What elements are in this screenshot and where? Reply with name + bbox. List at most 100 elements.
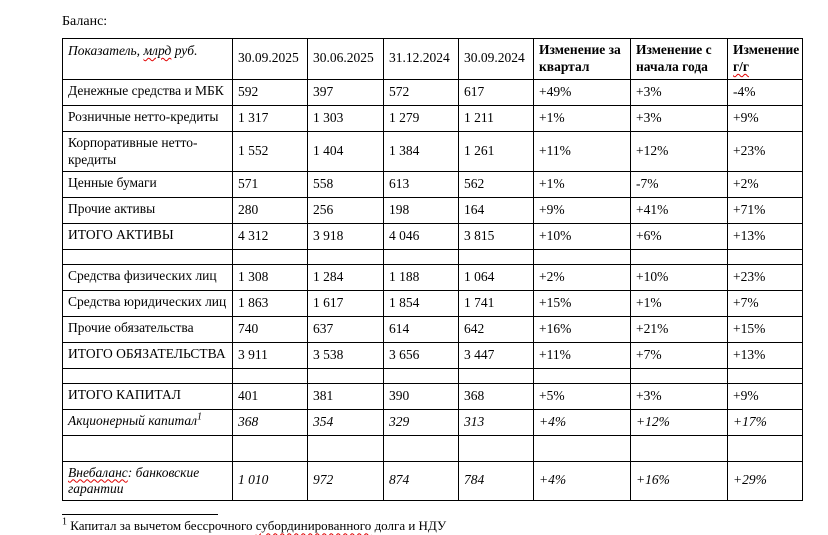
- row-label: Денежные средства и МБК: [62, 78, 233, 106]
- value-cell: +17%: [727, 408, 803, 436]
- value-cell: 874: [383, 460, 459, 502]
- value-cell: +23%: [727, 130, 803, 172]
- spellcheck-underline: млрд: [143, 42, 172, 58]
- value-cell: +4%: [533, 460, 631, 502]
- row-label: Средства физических лиц: [62, 263, 233, 291]
- column-header: 31.12.2024: [383, 37, 459, 80]
- value-cell: -4%: [727, 78, 803, 106]
- spellcheck-underline: г/г: [733, 58, 750, 74]
- value-cell: [533, 367, 631, 384]
- value-cell: [458, 248, 534, 265]
- value-cell: 1 261: [458, 130, 534, 172]
- value-cell: [383, 434, 459, 462]
- value-cell: +4%: [533, 408, 631, 436]
- footnote-ref: 1: [197, 411, 202, 423]
- value-cell: +1%: [630, 289, 728, 317]
- spellcheck-underline: Внебаланс: [68, 464, 128, 480]
- value-cell: 1 188: [383, 263, 459, 291]
- value-cell: [630, 248, 728, 265]
- row-label: Прочие обязательства: [62, 315, 233, 343]
- table-row: Акционерный капитал1 368 354 329 313 +4% +12% +…: [62, 408, 803, 436]
- table-row: ИТОГО АКТИВЫ 4 312 3 918 4 046 3 815 +10% +6% +…: [62, 222, 803, 250]
- row-label: [62, 248, 233, 265]
- value-cell: +13%: [727, 341, 803, 369]
- table-header-row: Показатель, млрд руб. 30.09.2025 30.06.202…: [62, 37, 803, 80]
- value-cell: 354: [307, 408, 384, 436]
- value-cell: 3 656: [383, 341, 459, 369]
- value-cell: 313: [458, 408, 534, 436]
- value-cell: 1 741: [458, 289, 534, 317]
- row-label: ИТОГО АКТИВЫ: [62, 222, 233, 250]
- value-cell: 1 303: [307, 104, 384, 132]
- value-cell: 572: [383, 78, 459, 106]
- row-label: Внебаланс: банковские гарантии: [62, 460, 233, 502]
- table-row: Внебаланс: банковские гарантии 1 010 972 87…: [62, 460, 803, 502]
- value-cell: +3%: [630, 382, 728, 410]
- value-cell: +49%: [533, 78, 631, 106]
- row-label: Розничные нетто-кредиты: [62, 104, 233, 132]
- value-cell: 3 447: [458, 341, 534, 369]
- value-cell: +9%: [727, 382, 803, 410]
- value-cell: 1 404: [307, 130, 384, 172]
- value-cell: 592: [232, 78, 308, 106]
- value-cell: 1 863: [232, 289, 308, 317]
- value-cell: +7%: [727, 289, 803, 317]
- value-cell: +7%: [630, 341, 728, 369]
- value-cell: 4 046: [383, 222, 459, 250]
- value-cell: +15%: [533, 289, 631, 317]
- value-cell: 1 211: [458, 104, 534, 132]
- value-cell: [458, 367, 534, 384]
- row-label: Средства юридических лиц: [62, 289, 233, 317]
- value-cell: +9%: [533, 196, 631, 224]
- table-row: Прочие активы 280 256 198 164 +9% +41% +71%: [62, 196, 803, 224]
- value-cell: [307, 367, 384, 384]
- value-cell: +3%: [630, 78, 728, 106]
- value-cell: 571: [232, 170, 308, 198]
- value-cell: 1 384: [383, 130, 459, 172]
- column-header: Изменение г/г: [727, 37, 803, 80]
- document-page: Баланс: Показатель, млрд руб. 30.09.2025 3…: [62, 14, 807, 535]
- value-cell: +3%: [630, 104, 728, 132]
- column-header: Показатель, млрд руб.: [62, 37, 233, 80]
- value-cell: 558: [307, 170, 384, 198]
- value-cell: 1 552: [232, 130, 308, 172]
- value-cell: 164: [458, 196, 534, 224]
- row-label: [62, 434, 233, 462]
- value-cell: +21%: [630, 315, 728, 343]
- column-header: 30.09.2025: [232, 37, 308, 80]
- value-cell: -7%: [630, 170, 728, 198]
- value-cell: +29%: [727, 460, 803, 502]
- value-cell: 617: [458, 78, 534, 106]
- value-cell: 637: [307, 315, 384, 343]
- value-cell: +16%: [533, 315, 631, 343]
- value-cell: 280: [232, 196, 308, 224]
- column-header: 30.06.2025: [307, 37, 384, 80]
- value-cell: 1 854: [383, 289, 459, 317]
- row-label: ИТОГО КАПИТАЛ: [62, 382, 233, 410]
- value-cell: 3 538: [307, 341, 384, 369]
- table-row: Розничные нетто-кредиты 1 317 1 303 1 279 1 …: [62, 104, 803, 132]
- value-cell: 972: [307, 460, 384, 502]
- footnote-marker: 1: [62, 516, 67, 528]
- value-cell: +2%: [533, 263, 631, 291]
- value-cell: +71%: [727, 196, 803, 224]
- value-cell: 1 279: [383, 104, 459, 132]
- row-label: Акционерный капитал1: [62, 408, 233, 436]
- value-cell: 1 064: [458, 263, 534, 291]
- value-cell: [307, 434, 384, 462]
- value-cell: +41%: [630, 196, 728, 224]
- value-cell: +6%: [630, 222, 728, 250]
- row-label: Прочие активы: [62, 196, 233, 224]
- value-cell: 397: [307, 78, 384, 106]
- spacer-row: [62, 434, 803, 462]
- value-cell: 3 918: [307, 222, 384, 250]
- value-cell: 562: [458, 170, 534, 198]
- footnote-text: Капитал за вычетом бессрочного субордини…: [70, 518, 447, 534]
- value-cell: [727, 248, 803, 265]
- value-cell: +9%: [727, 104, 803, 132]
- column-header: 30.09.2024: [458, 37, 534, 80]
- value-cell: +10%: [533, 222, 631, 250]
- value-cell: [630, 367, 728, 384]
- value-cell: +12%: [630, 130, 728, 172]
- value-cell: +2%: [727, 170, 803, 198]
